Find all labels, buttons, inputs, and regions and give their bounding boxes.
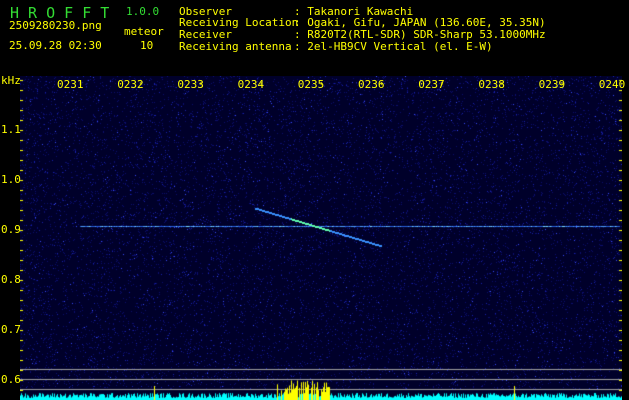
info-value: : Ogaki, Gifu, JAPAN (136.60E, 35.35N) [294,16,546,29]
y-unit-label: kHz [1,74,21,87]
spectrogram [20,76,622,400]
info-value: : Takanori Kawachi [294,5,414,18]
meteor-label: meteor [124,25,164,38]
info-label: Receiving antenna [179,40,292,53]
x-tick-label: 0233 [177,78,204,91]
x-tick-label: 0240 [598,78,626,91]
info-label: Receiving Location [179,16,299,29]
x-tick-label: 0237 [418,78,445,91]
app-title: H R O F F T [10,4,110,22]
info-value: : 2el-HB9CV Vertical (el. E-W) [294,40,493,53]
meteor-count: 10 [140,39,154,52]
y-tick-label: 0.9 [1,223,21,236]
app-version: 1.0.0 [126,5,160,18]
file-name: 2509280230.png [9,19,102,32]
y-tick-label: 0.6 [1,373,21,386]
x-tick-label: 0236 [358,78,385,91]
y-tick-label: 0.8 [1,273,21,286]
x-tick-label: 0232 [117,78,144,91]
x-tick-label: 0231 [57,78,84,91]
info-label: Observer [179,5,232,18]
file-datetime: 25.09.28 02:30 [9,39,102,52]
x-tick-label: 0239 [538,78,566,91]
info-label: Receiver [179,28,232,41]
x-tick-label: 0234 [237,78,265,91]
info-value: : R820T2(RTL-SDR) SDR-Sharp 53.1000MHz [294,28,546,41]
y-tick-label: 0.7 [1,323,21,336]
x-tick-label: 0238 [478,78,505,91]
y-tick-label: 1.1 [1,123,21,136]
x-tick-label: 0235 [297,78,325,91]
y-tick-label: 1.0 [1,173,21,186]
